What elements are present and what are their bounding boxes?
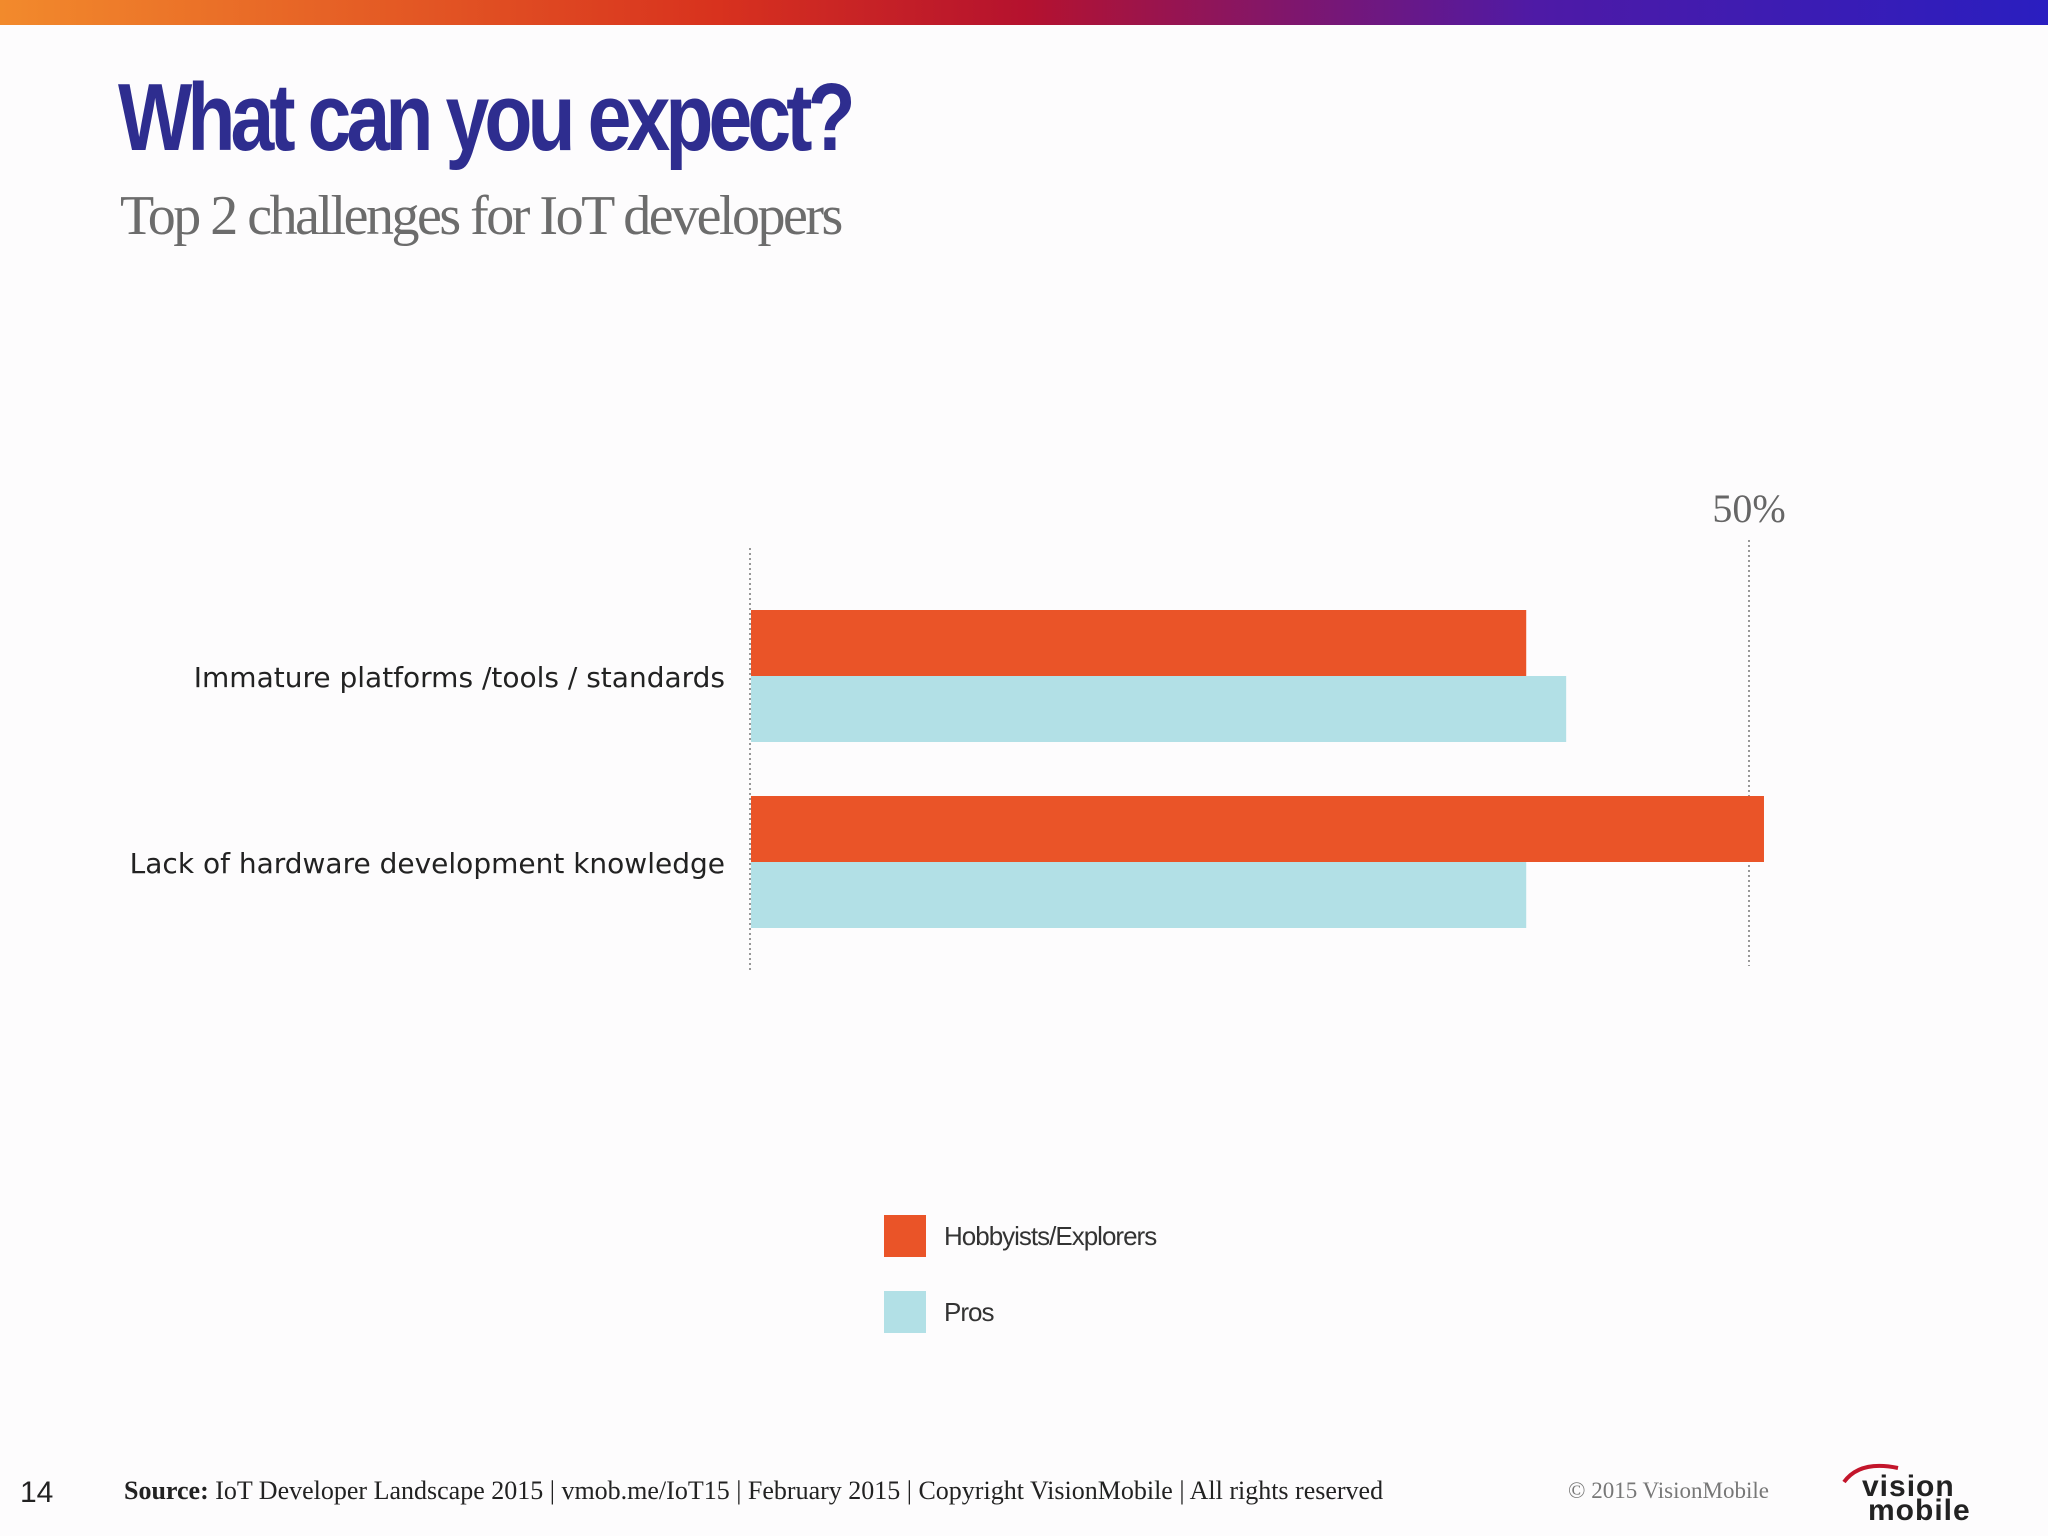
- logo-text-top: vision: [1862, 1470, 1955, 1503]
- slide-subtitle: Top 2 challenges for IoT developers: [120, 185, 843, 247]
- visionmobile-logo: vision mobile: [1840, 1458, 2010, 1526]
- source-text: IoT Developer Landscape 2015 | vmob.me/I…: [208, 1476, 1384, 1505]
- category-label-1: Lack of hardware development knowledge: [130, 847, 725, 880]
- bar-pros-0: [751, 676, 1567, 742]
- slide-title: What can you expect?: [118, 64, 856, 171]
- legend-swatch-pros: [884, 1291, 926, 1333]
- chart-legend: Hobbyists/Explorers Pros: [884, 1214, 1157, 1366]
- page-number: 14: [20, 1476, 54, 1509]
- copyright-notice: © 2015 VisionMobile: [1568, 1478, 1769, 1503]
- legend-label-pros: Pros: [944, 1296, 994, 1327]
- bar-hobbyists-1: [751, 796, 1764, 862]
- slide-footer: 14 Source: IoT Developer Landscape 2015 …: [0, 1463, 2048, 1526]
- legend-item-hobbyists: Hobbyists/Explorers: [884, 1214, 1157, 1258]
- logo-swoosh-icon: [1842, 1463, 1899, 1484]
- category-label-0: Immature platforms /tools / standards: [194, 661, 725, 694]
- reference-label: 50%: [1712, 486, 1785, 531]
- legend-item-pros: Pros: [884, 1290, 1156, 1334]
- legend-label-hobbyists: Hobbyists/Explorers: [944, 1220, 1157, 1251]
- logo-text-bottom: mobile: [1868, 1494, 1971, 1527]
- legend-swatch-hobbyists: [884, 1215, 926, 1257]
- source-label: Source:: [124, 1476, 209, 1505]
- top-color-band: [0, 0, 2048, 25]
- bar-pros-1: [751, 862, 1527, 928]
- source-line: Source: IoT Developer Landscape 2015 | v…: [124, 1476, 1383, 1506]
- bar-hobbyists-0: [751, 610, 1527, 676]
